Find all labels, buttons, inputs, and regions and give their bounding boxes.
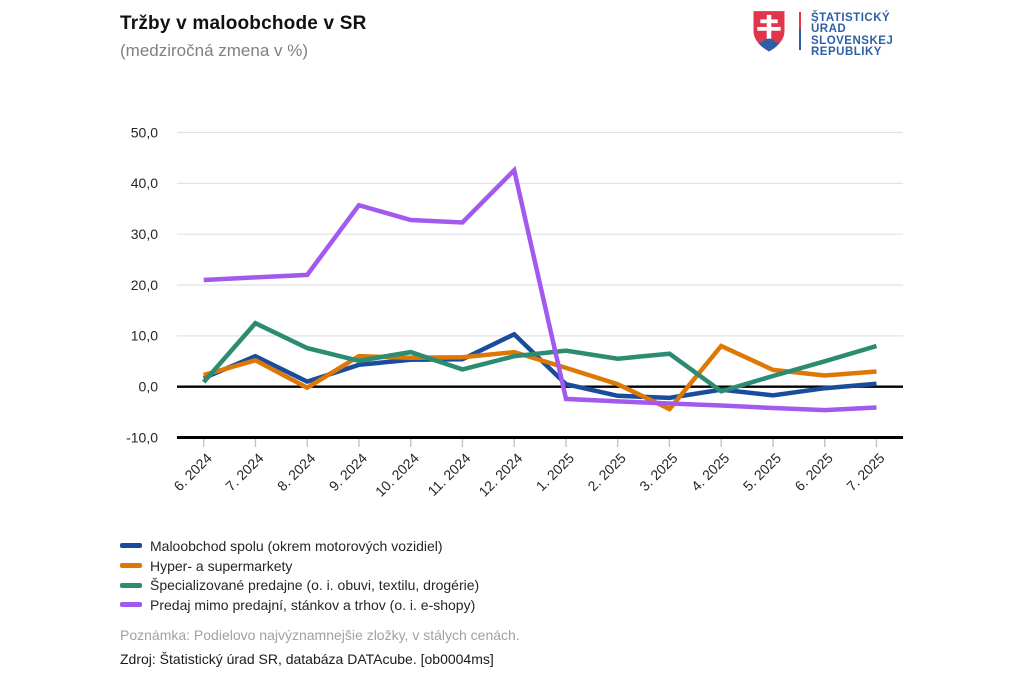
legend-swatch-line-icon xyxy=(120,543,142,549)
svg-text:9. 2024: 9. 2024 xyxy=(326,450,370,494)
svg-text:1. 2025: 1. 2025 xyxy=(533,450,577,494)
page-subtitle: (medziročná zmena v %) xyxy=(120,41,309,60)
chart-source: Zdroj: Štatistický úrad SR, databáza DAT… xyxy=(120,651,494,667)
legend-label: Hyper- a supermarkety xyxy=(150,557,293,574)
legend-swatch-line-icon xyxy=(120,582,142,588)
logo-divider xyxy=(799,12,801,50)
svg-text:8. 2024: 8. 2024 xyxy=(274,450,318,494)
logo-line: SLOVENSKEJ xyxy=(811,34,894,47)
legend-swatch-line-icon xyxy=(120,602,142,608)
svg-text:11. 2024: 11. 2024 xyxy=(424,450,473,499)
legend-label: Predaj mimo predajní, stánkov a trhov (o… xyxy=(150,596,476,613)
chart-series-line xyxy=(203,165,877,413)
logo-line: ŠTATISTICKÝ xyxy=(811,12,891,24)
logo-line: ÚRAD xyxy=(811,23,847,36)
statistical-office-logo: ŠTATISTICKÝ ÚRAD SLOVENSKEJ REPUBLIKY xyxy=(752,9,893,59)
logo-org-name: ŠTATISTICKÝ ÚRAD SLOVENSKEJ REPUBLIKY xyxy=(811,9,893,59)
legend-label: Maloobchod spolu (okrem motorových vozid… xyxy=(150,537,443,554)
double-cross-shape xyxy=(757,14,781,40)
logo-line: REPUBLIKY xyxy=(811,46,882,59)
chart-legend: Maloobchod spolu (okrem motorových vozid… xyxy=(120,536,479,615)
slovak-coat-of-arms-icon xyxy=(753,11,785,52)
svg-text:7. 2024: 7. 2024 xyxy=(222,450,266,494)
svg-text:6. 2024: 6. 2024 xyxy=(170,450,214,494)
svg-text:50,0: 50,0 xyxy=(131,124,158,140)
legend-item: Maloobchod spolu (okrem motorových vozid… xyxy=(120,536,479,556)
svg-text:10,0: 10,0 xyxy=(131,328,158,344)
chart-note: Poznámka: Podielovo najvýznamnejšie zlož… xyxy=(120,627,520,643)
svg-text:3. 2025: 3. 2025 xyxy=(636,450,680,494)
legend-item: Hyper- a supermarkety xyxy=(120,556,479,576)
svg-text:5. 2025: 5. 2025 xyxy=(740,450,784,494)
svg-text:-10,0: -10,0 xyxy=(126,429,158,445)
svg-text:20,0: 20,0 xyxy=(131,277,158,293)
svg-text:7. 2025: 7. 2025 xyxy=(843,450,887,494)
page-title: Tržby v maloobchode v SR xyxy=(120,13,367,34)
svg-text:0,0: 0,0 xyxy=(139,379,159,395)
legend-item: Predaj mimo predajní, stánkov a trhov (o… xyxy=(120,595,479,615)
svg-text:40,0: 40,0 xyxy=(131,175,158,191)
chart-series-line xyxy=(202,320,878,394)
legend-swatch-line-icon xyxy=(120,563,142,569)
chart-series-line xyxy=(203,343,877,412)
svg-text:30,0: 30,0 xyxy=(131,226,158,242)
legend-item: Špecializované predajne (o. i. obuvi, te… xyxy=(120,575,479,595)
svg-text:10. 2024: 10. 2024 xyxy=(372,450,422,500)
legend-label: Špecializované predajne (o. i. obuvi, te… xyxy=(150,577,480,594)
svg-text:6. 2025: 6. 2025 xyxy=(791,450,835,494)
svg-text:4. 2025: 4. 2025 xyxy=(688,450,732,494)
svg-text:12. 2024: 12. 2024 xyxy=(475,450,525,500)
svg-text:2. 2025: 2. 2025 xyxy=(584,450,628,494)
